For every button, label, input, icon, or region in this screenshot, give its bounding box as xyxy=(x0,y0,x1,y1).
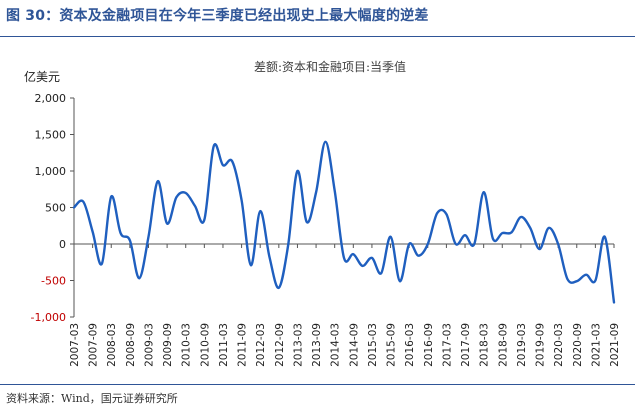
x-tick-label: 2009-03 xyxy=(143,323,155,367)
y-tick-label: 2,000 xyxy=(35,92,67,105)
y-tick-label: 500 xyxy=(45,202,66,215)
y-tick-label: -1,000 xyxy=(31,311,66,324)
x-tick-label: 2012-09 xyxy=(274,323,286,367)
y-axis-label: 亿美元 xyxy=(24,69,60,84)
title-divider xyxy=(0,36,635,37)
x-tick-label: 2020-09 xyxy=(572,323,584,367)
x-tick-label: 2007-03 xyxy=(69,323,81,367)
line-chart: -1,000 -500 0 500 1,000 1,500 2,000 2007-03 2007… xyxy=(24,59,621,367)
x-tick-label: 2021-09 xyxy=(609,323,621,367)
x-tick-label: 2021-03 xyxy=(590,323,602,367)
x-tick-label: 2013-09 xyxy=(311,323,323,367)
x-tick-label: 2013-03 xyxy=(292,323,304,367)
x-tick-label: 2018-09 xyxy=(497,323,509,367)
x-tick-label: 2011-09 xyxy=(237,323,249,367)
source-note: 资料来源：Wind，国元证券研究所 xyxy=(6,392,178,405)
y-tick-label: -500 xyxy=(41,275,66,288)
y-tick-label: 1,000 xyxy=(35,165,67,178)
y-tick-label: 1,500 xyxy=(35,129,67,142)
x-tick-label: 2019-09 xyxy=(535,323,547,367)
x-tick-label: 2008-09 xyxy=(125,323,137,367)
x-tick-label: 2010-03 xyxy=(181,323,193,367)
y-tick-label: 0 xyxy=(59,238,66,251)
x-tick-label: 2019-03 xyxy=(516,323,528,367)
x-tick-label: 2008-03 xyxy=(106,323,118,367)
x-tick-label: 2017-03 xyxy=(441,323,453,367)
x-tick-label: 2015-03 xyxy=(367,323,379,367)
x-tick-label: 2017-09 xyxy=(460,323,472,367)
x-tick-label: 2009-09 xyxy=(162,323,174,367)
x-tick-label: 2011-03 xyxy=(218,323,230,367)
plot-area: -1,000 -500 0 500 1,000 1,500 2,000 2007-03 2007… xyxy=(31,92,621,367)
series-line xyxy=(72,140,616,304)
x-tick-label: 2012-03 xyxy=(255,323,267,367)
x-tick-label: 2016-03 xyxy=(404,323,416,367)
x-tick-label: 2007-09 xyxy=(88,323,100,367)
x-tick-label: 2016-09 xyxy=(423,323,435,367)
x-tick-label: 2014-09 xyxy=(348,323,360,367)
chart-title: 差额:资本和金融项目:当季值 xyxy=(254,59,406,74)
source-divider xyxy=(0,384,635,385)
x-tick-label: 2010-09 xyxy=(199,323,211,367)
figure-title: 图 30：资本及金融项目在今年三季度已经出现史上最大幅度的逆差 xyxy=(6,8,429,24)
x-tick-label: 2020-03 xyxy=(553,323,565,367)
x-tick-label: 2014-03 xyxy=(330,323,342,367)
x-tick-label: 2015-09 xyxy=(386,323,398,367)
x-tick-label: 2018-03 xyxy=(479,323,491,367)
